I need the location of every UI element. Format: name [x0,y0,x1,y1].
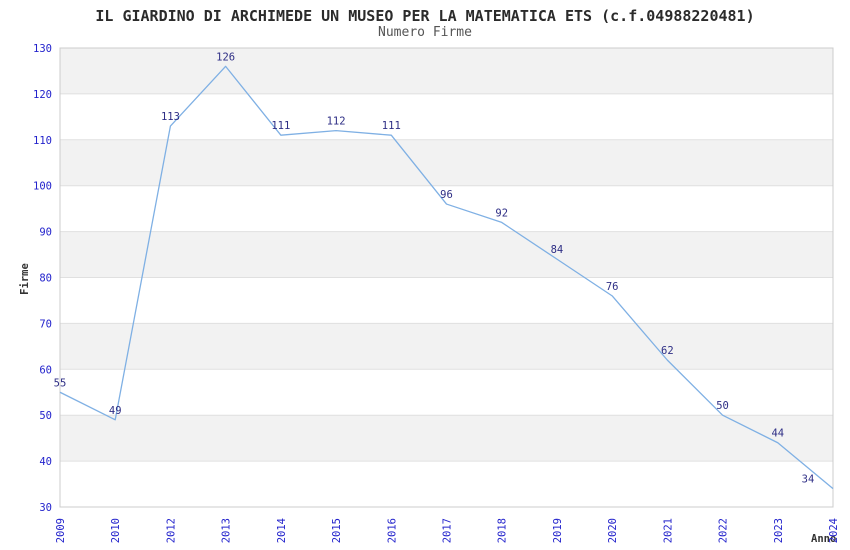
plot-border [59,47,834,508]
data-point-label: 76 [606,281,619,293]
data-point-label: 34 [802,474,815,486]
plot-band [60,231,833,278]
x-tick-label: 2009 [55,518,67,543]
data-point-label: 96 [440,189,453,201]
data-point-label: 111 [271,120,290,132]
x-tick-label: 2017 [442,518,454,543]
plot-band [60,139,833,186]
x-tick-label: 2021 [662,518,674,543]
y-tick-label: 60 [39,364,52,376]
data-point-label: 92 [495,207,508,219]
data-point-label: 55 [54,377,67,389]
x-tick-label: 2020 [607,518,619,543]
plot-band [60,277,833,324]
plot-band [60,185,833,232]
data-point-label: 49 [109,405,122,417]
y-tick-label: 50 [39,410,52,422]
y-tick-label: 110 [33,135,52,147]
plot-band [60,93,833,140]
y-tick-label: 40 [39,456,52,468]
x-tick-label: 2013 [221,518,233,543]
data-point-label: 111 [382,120,401,132]
plot-band [60,48,833,94]
plot-band [60,415,833,462]
x-tick-label: 2023 [773,518,785,543]
y-tick-label: 120 [33,89,52,101]
x-tick-label: 2019 [552,518,564,543]
x-tick-label: 2012 [165,518,177,543]
data-point-label: 112 [327,116,346,128]
chart-subtitle: Numero Firme [378,25,472,40]
data-point-label: 126 [216,51,235,63]
chart-title: IL GIARDINO DI ARCHIMEDE UN MUSEO PER LA… [95,7,755,25]
y-tick-label: 70 [39,318,52,330]
x-tick-label: 2022 [718,518,730,543]
y-tick-label: 80 [39,273,52,285]
data-point-label: 84 [551,244,564,256]
x-tick-label: 2024 [828,518,840,543]
data-point-label: 113 [161,111,180,123]
data-point-label: 44 [771,428,784,440]
y-tick-label: 100 [33,181,52,193]
y-tick-label: 90 [39,227,52,239]
y-tick-label: 130 [33,43,52,55]
x-tick-label: 2016 [386,518,398,543]
plot-band [60,323,833,370]
plot-band [60,369,833,416]
x-tick-label: 2010 [110,518,122,543]
data-point-label: 50 [716,400,729,412]
x-tick-label: 2015 [331,518,343,543]
x-tick-label: 2014 [276,518,288,543]
x-tick-label: 2018 [497,518,509,543]
y-tick-label: 30 [39,502,52,514]
data-point-label: 62 [661,345,674,357]
plot-band [60,461,833,507]
data-line [59,65,834,490]
x-axis-title: Anno [811,533,837,545]
